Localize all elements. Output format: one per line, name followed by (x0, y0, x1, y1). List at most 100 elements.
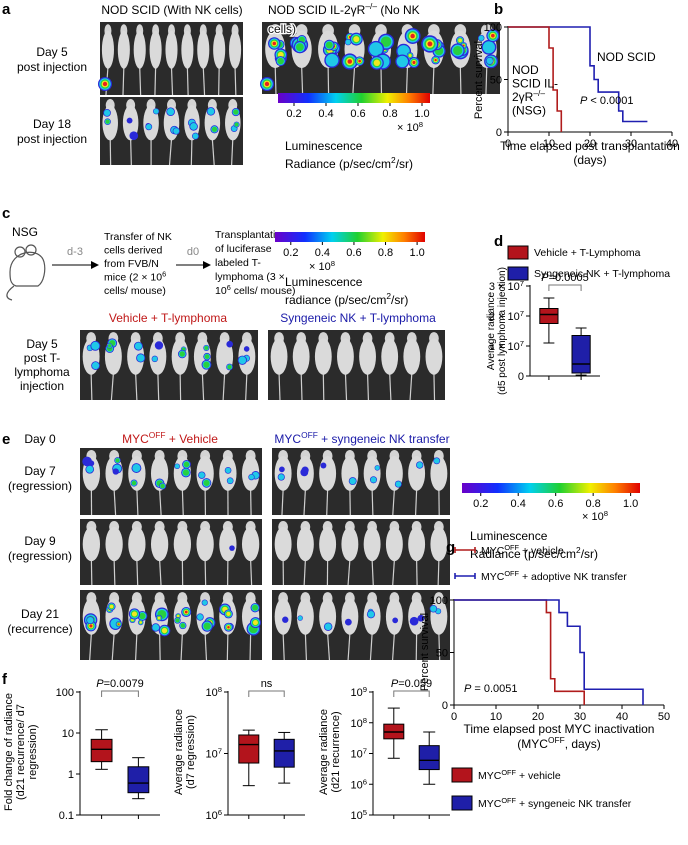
signal (408, 53, 412, 58)
mouse-tail (249, 633, 252, 661)
mouse-tail (327, 633, 331, 661)
mouse-body (314, 338, 332, 375)
signal (207, 107, 215, 115)
image-strip (100, 97, 243, 166)
day-label: d0 (187, 246, 199, 258)
colorbar-multiplier: × 108 (397, 120, 423, 135)
mouse-body (105, 526, 123, 562)
text-part: 10 (205, 810, 217, 822)
signal (491, 33, 495, 38)
signal (204, 354, 210, 359)
signal (227, 625, 230, 629)
row-label: Day 0 (24, 432, 56, 446)
legend-label: MYCOFF + vehicle (478, 768, 561, 783)
signal (198, 472, 205, 479)
colorbar-tick-label: 0.6 (548, 498, 563, 510)
step-text: mice (2 × 106 (104, 269, 166, 284)
bracket (393, 690, 430, 697)
box (539, 308, 559, 324)
step-text: Transplantation (215, 229, 287, 241)
survival-line (454, 599, 585, 705)
image-strip (268, 330, 445, 401)
mouse-tail (391, 633, 395, 661)
signal (204, 345, 209, 350)
signal (89, 624, 93, 628)
colorbar-multiplier: × 108 (582, 509, 608, 524)
signal (358, 59, 361, 63)
text-part: 6 (162, 269, 166, 278)
signal (136, 354, 145, 362)
colorbar-title: Radiance (p/sec/cm2/sr) (470, 545, 598, 561)
text-part: (No NK (377, 3, 420, 17)
signal (380, 36, 392, 47)
signal (91, 341, 100, 350)
signal (167, 108, 175, 116)
signal (412, 60, 416, 64)
colorbar-tick-label: 0.2 (473, 498, 488, 510)
legend-label: MYCOFF + vehicle (481, 543, 564, 558)
signal (183, 461, 190, 468)
mouse-body (274, 456, 292, 491)
signal (103, 109, 111, 117)
mouse-tail (135, 373, 138, 401)
mouse-tail (366, 373, 370, 401)
text-part: Radiance (p/sec/cm (470, 547, 576, 561)
mouse-body (229, 30, 242, 69)
mouse-tail (303, 559, 306, 586)
signal (344, 618, 352, 626)
mouse-tail (89, 633, 92, 661)
signal (297, 615, 303, 621)
signal (152, 356, 158, 362)
mouse-body (296, 526, 314, 562)
text-part: 2 × 10 (489, 311, 520, 323)
signal (82, 456, 92, 467)
mouse-tail (211, 139, 215, 166)
y-axis-label: (d5 post lymphoma injection) (497, 267, 508, 395)
signal (392, 617, 399, 624)
mouse-tail (485, 66, 488, 95)
row-label: (recurrence) (7, 622, 72, 636)
colorbar-tick-label: 0.4 (318, 108, 333, 120)
mouse-tail (226, 633, 229, 661)
reference-signal (102, 81, 108, 87)
image-strip (80, 590, 262, 661)
colorbar (278, 93, 430, 103)
colorbar-tick-label: 0.4 (511, 498, 526, 510)
day-label: d-3 (67, 246, 83, 258)
mouse-body (319, 456, 337, 491)
mouse-tail (204, 559, 207, 586)
step-text: cells derived (104, 245, 163, 257)
text-part: × 10 (309, 261, 331, 273)
y-tick-label: 1 (68, 769, 74, 781)
text-part: /sr) (396, 157, 413, 171)
colorbar-title: Luminescence (470, 529, 548, 543)
text-part: 5 (363, 808, 367, 817)
signal (396, 55, 409, 68)
signal (370, 476, 377, 483)
mouse-body (381, 338, 399, 375)
mouse-tail (371, 559, 374, 586)
signal (233, 109, 239, 115)
signal (226, 340, 233, 348)
mouse-tail (245, 373, 248, 401)
text-part: 6 (363, 777, 367, 786)
step-text: Transfer of NK (104, 231, 172, 243)
bracket (548, 284, 582, 291)
colorbar-title: radiance (p/sec/cm2/sr) (285, 291, 408, 307)
colorbar-title: Radiance (p/sec/cm2/sr) (285, 155, 413, 171)
survival-line (508, 26, 563, 132)
mouse-body (165, 30, 178, 69)
text-part: 7 (520, 279, 524, 288)
mouse-tail (201, 373, 205, 401)
legend-label: MYCOFF + adoptive NK transfer (481, 569, 627, 584)
annotation: P < 0.0001 (580, 95, 634, 107)
text-part: MYC (478, 770, 502, 782)
box (273, 738, 295, 768)
text-part: OFF (301, 430, 318, 440)
signal (238, 356, 247, 365)
mouse-body (181, 30, 194, 69)
mouse-tail (204, 633, 208, 661)
signal (427, 41, 433, 47)
signal (227, 477, 233, 484)
